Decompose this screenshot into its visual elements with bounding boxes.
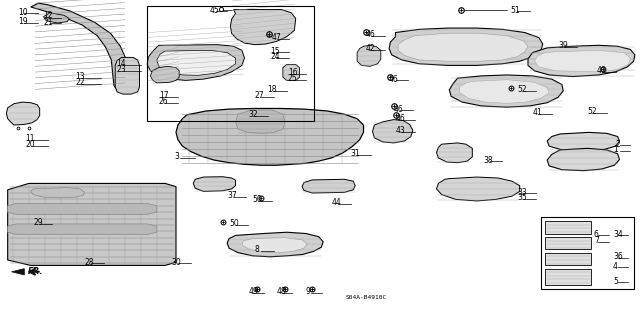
Text: 22: 22: [76, 78, 85, 87]
Polygon shape: [176, 108, 364, 165]
Text: 47: 47: [272, 33, 282, 42]
Polygon shape: [44, 13, 69, 23]
Text: 3: 3: [174, 152, 179, 161]
Polygon shape: [547, 148, 620, 171]
Polygon shape: [389, 28, 543, 65]
Polygon shape: [236, 110, 285, 133]
Text: 41: 41: [532, 108, 542, 117]
Text: 10: 10: [18, 8, 28, 17]
Text: 37: 37: [227, 191, 237, 200]
Polygon shape: [449, 75, 563, 107]
Text: 23: 23: [116, 65, 126, 74]
Text: 45: 45: [210, 6, 220, 15]
Text: 51: 51: [511, 6, 520, 15]
Polygon shape: [547, 132, 620, 151]
Text: S04A-B4910C: S04A-B4910C: [346, 295, 387, 300]
Bar: [541, 217, 634, 289]
Text: 1: 1: [613, 145, 618, 154]
Text: 18: 18: [268, 85, 277, 94]
Text: 38: 38: [483, 156, 493, 165]
Polygon shape: [31, 3, 128, 90]
Text: 46: 46: [389, 75, 399, 84]
Text: 42: 42: [366, 44, 376, 53]
Polygon shape: [460, 80, 549, 103]
Text: 52: 52: [517, 85, 527, 94]
Text: 14: 14: [116, 59, 126, 68]
Text: 12: 12: [44, 11, 53, 20]
Polygon shape: [8, 183, 176, 265]
Polygon shape: [227, 232, 323, 257]
Text: 50: 50: [253, 195, 262, 204]
Text: 34: 34: [613, 230, 623, 239]
Text: 33: 33: [517, 188, 527, 197]
Text: 24: 24: [270, 52, 280, 61]
Polygon shape: [436, 143, 472, 163]
Bar: [545, 253, 591, 265]
Polygon shape: [242, 238, 307, 253]
Text: 8: 8: [255, 245, 259, 254]
Polygon shape: [534, 50, 630, 72]
Text: 11: 11: [26, 134, 35, 143]
Text: 36: 36: [613, 252, 623, 261]
Text: 39: 39: [558, 41, 568, 50]
Polygon shape: [528, 45, 635, 77]
Polygon shape: [357, 45, 381, 66]
Text: 6: 6: [594, 230, 599, 239]
Polygon shape: [8, 204, 157, 214]
Text: 17: 17: [159, 91, 168, 100]
Polygon shape: [398, 33, 528, 61]
Polygon shape: [193, 177, 236, 191]
Text: 7: 7: [594, 236, 599, 245]
Polygon shape: [6, 102, 40, 125]
Polygon shape: [302, 179, 355, 193]
Text: 46: 46: [366, 30, 376, 39]
Text: 32: 32: [248, 110, 258, 119]
Text: 26: 26: [159, 97, 168, 106]
Text: 46: 46: [396, 114, 405, 123]
Text: 49: 49: [248, 287, 258, 296]
Text: 44: 44: [332, 198, 341, 207]
Text: 30: 30: [172, 258, 181, 267]
Text: 29: 29: [33, 218, 43, 227]
Text: 25: 25: [288, 74, 298, 83]
Polygon shape: [147, 45, 244, 80]
Polygon shape: [150, 66, 179, 83]
Text: 16: 16: [288, 68, 298, 77]
Polygon shape: [230, 10, 296, 45]
Text: 48: 48: [276, 287, 286, 296]
Text: 15: 15: [270, 47, 280, 56]
Bar: [545, 269, 591, 285]
Bar: [147, 6, 314, 121]
Text: 4: 4: [613, 262, 618, 271]
Text: 21: 21: [44, 18, 53, 27]
Polygon shape: [372, 120, 413, 143]
Text: 9: 9: [306, 287, 311, 296]
Bar: [545, 221, 591, 234]
Text: 5: 5: [613, 277, 618, 286]
Polygon shape: [115, 57, 140, 94]
Text: 35: 35: [517, 193, 527, 202]
Polygon shape: [31, 188, 84, 198]
Text: 28: 28: [84, 258, 94, 267]
Polygon shape: [157, 50, 236, 75]
Text: 40: 40: [596, 66, 606, 75]
Text: 50: 50: [229, 219, 239, 228]
Text: 13: 13: [76, 72, 85, 81]
Bar: [545, 237, 591, 249]
Text: 52: 52: [588, 107, 597, 116]
Polygon shape: [8, 224, 157, 234]
Text: 20: 20: [26, 140, 35, 149]
Text: 27: 27: [255, 91, 264, 100]
Text: 19: 19: [18, 17, 28, 26]
Polygon shape: [12, 269, 24, 275]
Polygon shape: [436, 177, 520, 201]
Text: 46: 46: [394, 105, 403, 114]
Text: 2: 2: [616, 140, 620, 149]
Text: 31: 31: [351, 149, 360, 158]
Polygon shape: [283, 64, 300, 80]
Text: FR.: FR.: [28, 267, 43, 276]
Text: 43: 43: [396, 126, 405, 135]
